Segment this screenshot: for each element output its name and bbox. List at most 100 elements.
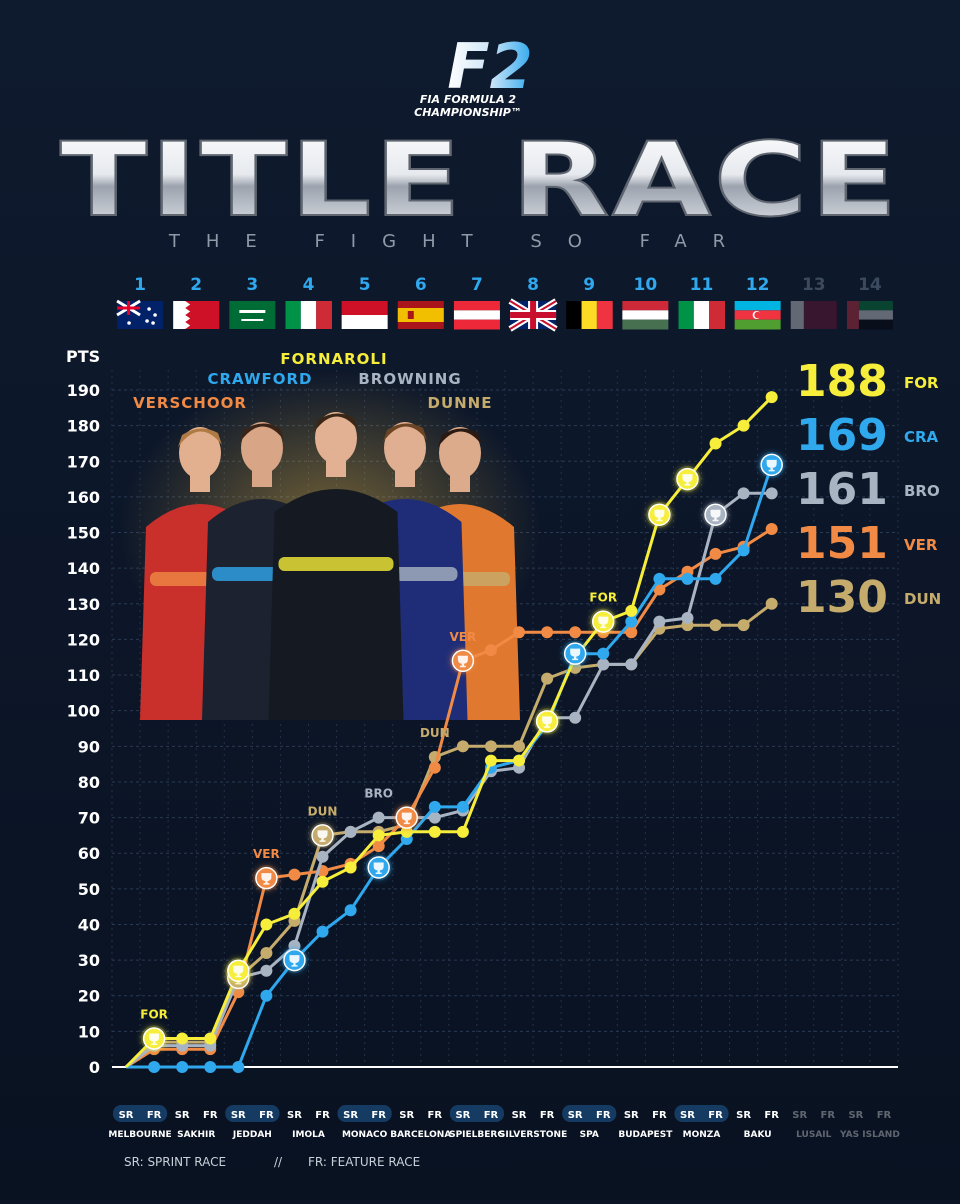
legend-feature-race: FR: FEATURE RACE [308,1155,420,1169]
flag-part [407,311,414,319]
trophy-icon [457,655,468,668]
data-point [176,1061,189,1073]
flag-sa [229,301,276,329]
flag-part [622,310,669,320]
flag-part [285,301,301,329]
sprint-race-label: SR [680,1110,695,1121]
y-tick-label: 20 [78,987,100,1006]
data-point [344,861,357,874]
flag-star [153,313,157,317]
data-point [513,740,526,753]
data-point [456,800,469,813]
round-header: 1 2 3 4 5 6 7 8 9 10 11 12 13 14 [116,275,893,332]
flag-gb [508,298,558,332]
flag-be [566,301,613,329]
flag-part [581,301,597,329]
circuit-label: JEDDAH [232,1130,272,1140]
race-win-label: VER [450,630,477,644]
circuit-label: IMOLA [292,1130,325,1140]
trophy-icon [261,873,272,885]
y-tick-label: 190 [67,381,100,400]
legend-sprint-race: SR: SPRINT RACE [124,1155,226,1169]
feature-race-label: FR [877,1110,892,1121]
data-point [625,626,638,639]
circuit-label: BARCELONA [390,1130,451,1140]
page-subtitle: THE FIGHT SO FAR [168,231,751,252]
feature-race-label: FR [147,1110,162,1121]
trophy-icon [710,509,721,522]
trophy-icon [289,955,300,967]
race-pill [562,1105,617,1122]
flag-part [239,310,266,313]
circuit-label: BAKU [744,1130,772,1140]
data-point [765,522,778,535]
y-tick-label: 60 [78,844,100,863]
driver-head [241,422,283,474]
round-number: 10 [634,275,658,295]
series-cra [126,464,774,1073]
driver-name-label: DUNNE [428,394,493,412]
f2-logo-mark: F2 [447,30,533,103]
driver-arms [278,557,394,571]
sprint-race-label: SR [792,1110,807,1121]
round-number: 1 [134,275,146,295]
round-9-axis: SR FR SPA [562,1105,617,1140]
round-10-axis: SR FR BUDAPEST [618,1110,673,1140]
trophy-icon [654,509,665,522]
sprint-race-label: SR [119,1110,134,1121]
legend-separator: // [274,1155,283,1169]
y-axis: PTS 0 10 20 30 40 50 60 70 80 90 100 110 120 130 140 15… [66,347,100,1077]
race-win-label: DUN [308,804,338,818]
flag-part [596,301,613,329]
data-point [316,875,329,888]
flag-star [127,321,131,325]
race-pill [674,1105,729,1122]
round-2-axis: SR FR SAKHIR [175,1110,218,1140]
y-tick-label: 90 [78,737,100,756]
trophy-icon [542,716,553,728]
flag-ae [846,301,893,330]
sprint-race-label: SR [287,1110,302,1121]
feature-race-label: FR [484,1110,499,1121]
data-point [765,391,778,404]
y-tick-label: 150 [67,524,100,543]
round-number: 12 [746,275,770,295]
data-point [484,740,497,753]
round-number: 7 [471,275,483,295]
y-tick-label: 180 [67,417,100,436]
sprint-race-label: SR [399,1110,414,1121]
data-point [541,626,554,639]
total-points: 161 [796,464,888,515]
flag-es [397,301,444,329]
driver-hair [383,423,427,442]
flag-part [622,319,669,330]
race-win-label: FOR [589,591,617,605]
round-number: 3 [246,275,258,295]
sprint-race-label: SR [624,1110,639,1121]
trophy-icon [570,648,581,661]
y-tick-label: 0 [89,1058,100,1077]
flag-part [453,310,500,320]
driver-head [179,427,221,479]
flag-bh [173,301,220,329]
total-abbr: VER [904,536,938,554]
data-point [709,572,722,585]
race-pill [225,1105,280,1122]
data-point [513,754,526,767]
data-point [625,658,638,671]
data-point [288,868,301,881]
race-win-label: VER [253,847,280,861]
circuit-label: MONZA [683,1130,721,1140]
feature-race-label: FR [596,1110,611,1121]
feature-race-label: FR [259,1110,274,1121]
race-pill [113,1105,168,1122]
flag-part [229,301,276,329]
flag-part [510,312,557,318]
y-tick-label: 120 [67,630,100,649]
flag-part [858,319,893,330]
y-tick-label: 10 [78,1022,100,1041]
driver-figure [268,412,404,720]
y-axis-label: PTS [66,347,100,366]
sprint-race-label: SR [736,1110,751,1121]
data-point [372,811,385,824]
